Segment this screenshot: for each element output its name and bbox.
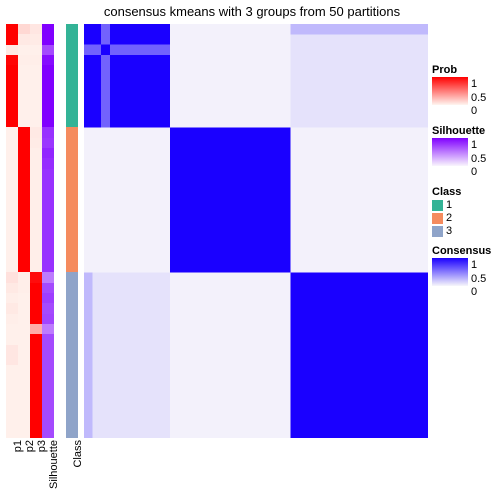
annot-col-spacer1 [54, 24, 66, 438]
legend-tick: 0.5 [471, 273, 486, 285]
legend-swatch [432, 200, 443, 211]
legend-title: Prob [432, 64, 491, 76]
legend-tick: 0 [471, 105, 477, 117]
legend-silhouette: Silhouette 1 0.50 [432, 125, 491, 178]
legend-consensus: Consensus 1 0.50 [432, 245, 491, 298]
legend-item-label: 2 [446, 212, 452, 224]
annot-col-p2 [18, 24, 30, 438]
legend-item-label: 1 [446, 199, 452, 211]
annot-col-p1 [6, 24, 18, 438]
annotation-columns [6, 24, 78, 438]
legend-tick: 0 [471, 286, 477, 298]
legend-title: Silhouette [432, 125, 491, 137]
legend-tick: 0.5 [471, 92, 486, 104]
annot-col-silhouette [42, 24, 54, 438]
legend-tick: 0.5 [471, 153, 486, 165]
annot-label-p2: p2 [24, 440, 36, 452]
legend-tick: 0 [471, 166, 477, 178]
legend-item-label: 3 [446, 225, 452, 237]
legend-swatch [432, 226, 443, 237]
legend-tick: 1 [471, 78, 477, 90]
legend-tick: 1 [471, 259, 477, 271]
annot-label-class: Class [72, 440, 84, 468]
annot-label-p3: p3 [36, 440, 48, 452]
annot-label-silhouette: Silhouette [48, 440, 60, 489]
legend-swatch [432, 213, 443, 224]
legend-title: Class [432, 186, 491, 198]
legends: Prob10.50Silhouette10.50Class123Consensu… [432, 64, 491, 306]
annot-label-p1: p1 [12, 440, 24, 452]
consensus-heatmap [84, 24, 428, 438]
legend-class: Class123 [432, 186, 491, 237]
legend-prob: Prob 1 0.50 [432, 64, 491, 117]
chart-title: consensus kmeans with 3 groups from 50 p… [0, 4, 504, 19]
annot-col-p3 [30, 24, 42, 438]
annot-col-class [66, 24, 78, 438]
legend-title: Consensus [432, 245, 491, 257]
legend-tick: 1 [471, 139, 477, 151]
